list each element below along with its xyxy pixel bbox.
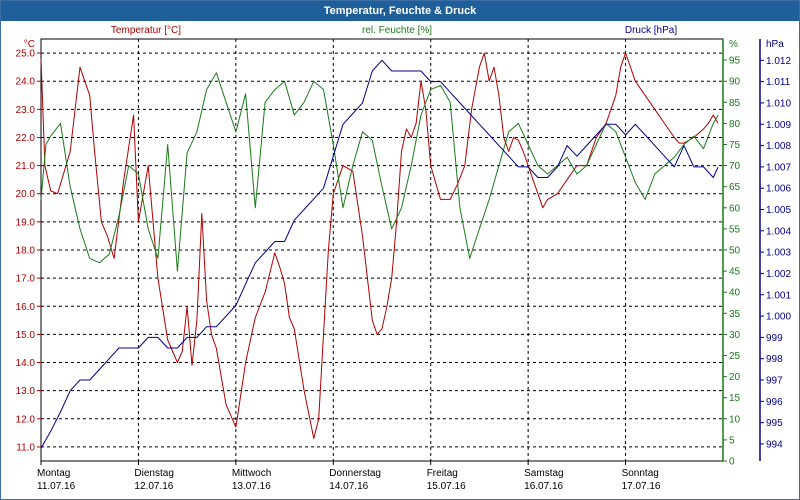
humidity-tick-label: 10 <box>729 414 741 425</box>
pressure-tick-label: 1.010 <box>766 98 791 109</box>
window-title: Temperatur, Feuchte & Druck <box>1 1 799 21</box>
pressure-tick-label: 998 <box>766 354 783 365</box>
pressure-tick-label: 1.003 <box>766 248 791 259</box>
humidity-series-line <box>40 72 719 272</box>
chart-axes <box>37 38 764 465</box>
pressure-tick-label: 1.009 <box>766 120 791 131</box>
humidity-tick-label: 60 <box>729 203 741 214</box>
pressure-tick-label: 1.012 <box>766 56 791 67</box>
temperature-tick-label: 20.0 <box>16 189 36 200</box>
humidity-tick-label: 50 <box>729 246 741 257</box>
pressure-tick-label: 1.006 <box>766 184 791 195</box>
x-tick-label-day: Dienstag <box>134 468 173 479</box>
pressure-series-line <box>40 59 719 449</box>
humidity-tick-label: 55 <box>729 224 741 235</box>
temperature-tick-label: 18.0 <box>16 246 36 257</box>
humidity-tick-label: 85 <box>729 98 741 109</box>
temperature-tick-label: 24.0 <box>16 77 36 88</box>
temperature-axis-title: Temperatur [°C] <box>111 25 181 36</box>
pressure-tick-label: 1.000 <box>766 312 791 323</box>
x-tick-label-date: 14.07.16 <box>329 481 368 492</box>
chart-labels: Montag 11.07.16 Dienstag 12.07.16 Mittwoch 13… <box>16 25 792 492</box>
humidity-tick-label: 5 <box>729 435 735 446</box>
chart-grid <box>41 39 723 461</box>
humidity-tick-label: 70 <box>729 161 741 172</box>
humidity-tick-label: 90 <box>729 77 741 88</box>
pressure-tick-label: 1.002 <box>766 269 791 280</box>
temperature-tick-label: 14.0 <box>16 358 36 369</box>
temperature-tick-label: 12.0 <box>16 414 36 425</box>
temperature-tick-label: 11.0 <box>16 442 35 453</box>
x-tick-label-date: 12.07.16 <box>134 481 173 492</box>
humidity-tick-label: 75 <box>729 140 741 151</box>
chart-area: Montag 11.07.16 Dienstag 12.07.16 Mittwoch 13… <box>16 25 792 492</box>
x-tick-label-day: Mittwoch <box>232 468 271 479</box>
humidity-tick-label: 20 <box>729 372 741 383</box>
temperature-tick-label: 21.0 <box>16 161 36 172</box>
x-tick-label-day: Freitag <box>427 468 458 479</box>
humidity-tick-label: 30 <box>729 330 741 341</box>
pressure-tick-label: 996 <box>766 397 783 408</box>
temperature-tick-label: 13.0 <box>16 386 36 397</box>
temperature-tick-label: 25.0 <box>16 49 36 60</box>
x-tick-label-day: Sonntag <box>622 468 659 479</box>
x-tick-label-day: Donnerstag <box>329 468 381 479</box>
humidity-tick-label: 80 <box>729 119 741 130</box>
humidity-tick-label: 0 <box>729 457 735 468</box>
temperature-unit-label: °C <box>24 39 35 50</box>
pressure-tick-label: 1.008 <box>766 141 791 152</box>
temperature-tick-label: 19.0 <box>16 217 36 228</box>
pressure-tick-label: 1.011 <box>766 77 791 88</box>
pressure-unit-label: hPa <box>766 39 784 50</box>
pressure-tick-label: 1.001 <box>766 290 791 301</box>
pressure-tick-label: 1.005 <box>766 205 791 216</box>
humidity-tick-label: 35 <box>729 309 741 320</box>
pressure-tick-label: 997 <box>766 376 783 387</box>
x-tick-label-day: Montag <box>37 468 70 479</box>
pressure-tick-label: 994 <box>766 439 783 450</box>
temperature-tick-label: 22.0 <box>16 133 36 144</box>
humidity-tick-label: 65 <box>729 182 741 193</box>
temperature-series-line <box>40 52 719 439</box>
humidity-tick-label: 40 <box>729 288 741 299</box>
x-tick-label-day: Samstag <box>524 468 563 479</box>
humidity-tick-label: 45 <box>729 267 741 278</box>
pressure-tick-label: 995 <box>766 418 783 429</box>
x-tick-label-date: 11.07.16 <box>37 481 76 492</box>
temperature-tick-label: 23.0 <box>16 105 36 116</box>
pressure-tick-label: 999 <box>766 333 783 344</box>
x-tick-label-date: 15.07.16 <box>427 481 466 492</box>
x-tick-label-date: 13.07.16 <box>232 481 271 492</box>
temperature-tick-label: 15.0 <box>16 330 36 341</box>
pressure-tick-label: 1.004 <box>766 226 791 237</box>
pressure-axis-title: Druck [hPa] <box>625 25 677 36</box>
pressure-tick-label: 1.007 <box>766 162 791 173</box>
chart-series <box>40 52 719 449</box>
temperature-tick-label: 16.0 <box>16 302 36 313</box>
humidity-tick-label: 25 <box>729 351 741 362</box>
humidity-axis-title: rel. Feuchte [%] <box>362 25 432 36</box>
humidity-tick-label: 15 <box>729 393 741 404</box>
humidity-tick-label: 95 <box>729 56 741 67</box>
humidity-unit-label: % <box>729 39 738 50</box>
x-tick-label-date: 16.07.16 <box>524 481 563 492</box>
temperature-tick-label: 17.0 <box>16 274 36 285</box>
x-tick-label-date: 17.07.16 <box>622 481 661 492</box>
